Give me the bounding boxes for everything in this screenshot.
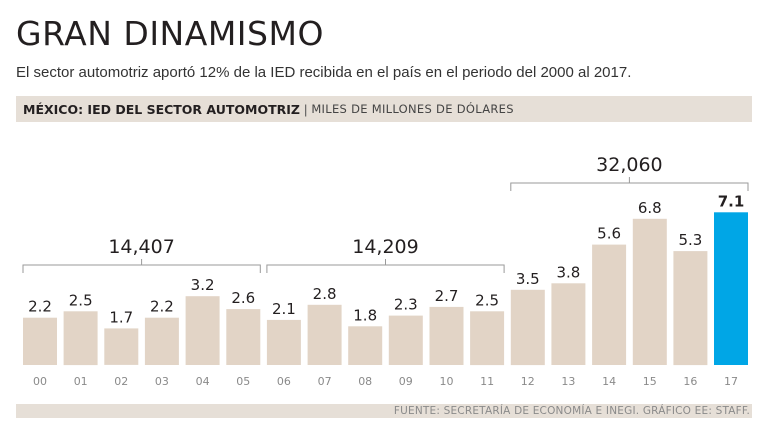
bar-10	[429, 306, 464, 365]
category-label-13: 13	[561, 375, 575, 388]
footer-band	[16, 404, 752, 418]
group-total-label-2: 32,060	[596, 154, 662, 176]
value-label-03: 2.2	[150, 298, 174, 316]
chart-header-band: MÉXICO: IED DEL SECTOR AUTOMOTRIZ | MILE…	[16, 96, 752, 122]
value-label-04: 3.2	[191, 276, 215, 294]
category-label-02: 02	[114, 375, 128, 388]
category-label-17: 17	[724, 375, 738, 388]
source-note: FUENTE: SECRETARÍA DE ECONOMÍA E INEGI. …	[393, 405, 750, 417]
category-label-10: 10	[440, 375, 454, 388]
bar-06	[266, 319, 301, 365]
value-label-13: 3.8	[556, 263, 580, 281]
group-bracket-2	[510, 177, 749, 191]
bar-04	[185, 296, 220, 365]
category-label-15: 15	[643, 375, 657, 388]
category-label-09: 09	[399, 375, 413, 388]
category-label-01: 01	[74, 375, 88, 388]
bar-13	[551, 283, 586, 365]
category-label-14: 14	[602, 375, 616, 388]
value-label-08: 1.8	[353, 306, 377, 324]
chart-title: GRAN DINAMISMO	[16, 14, 324, 53]
category-label-11: 11	[480, 375, 494, 388]
bar-00	[23, 317, 57, 365]
chart-unit-label: MILES DE MILLONES DE DÓLARES	[311, 102, 514, 116]
category-label-07: 07	[318, 375, 332, 388]
bar-01	[63, 311, 98, 366]
category-label-04: 04	[196, 375, 210, 388]
bar-02	[104, 328, 139, 365]
bar-15	[632, 218, 667, 365]
value-label-14: 5.6	[597, 225, 621, 243]
value-label-17: 7.1	[718, 192, 745, 210]
group-bracket-0	[22, 259, 261, 273]
value-label-02: 1.7	[109, 308, 133, 326]
bar-07	[307, 304, 342, 365]
category-label-03: 03	[155, 375, 169, 388]
value-label-10: 2.7	[435, 287, 459, 305]
value-label-00: 2.2	[28, 298, 52, 316]
bar-08	[348, 326, 383, 365]
group-total-label-1: 14,209	[352, 236, 418, 258]
chart-subtitle: El sector automotriz aportó 12% de la IE…	[16, 64, 632, 81]
value-label-15: 6.8	[638, 199, 662, 217]
bar-12	[510, 289, 545, 366]
bar-03	[144, 317, 179, 365]
bar-09	[388, 315, 423, 365]
category-label-16: 16	[683, 375, 697, 388]
group-bracket-1	[266, 259, 505, 273]
category-label-06: 06	[277, 375, 291, 388]
bar-17	[714, 212, 748, 365]
bar-11	[470, 311, 505, 366]
value-label-07: 2.8	[313, 285, 337, 303]
value-label-01: 2.5	[69, 291, 93, 309]
band-separator: |	[303, 101, 308, 117]
value-label-05: 2.6	[231, 289, 255, 307]
value-label-16: 5.3	[678, 231, 702, 249]
category-label-12: 12	[521, 375, 535, 388]
bar-chart: 2.2 00 2.5 01 1.7 02 2.2 03 3.2 04 2.6 05 2.1 06 2.8 07…	[22, 154, 749, 388]
category-label-05: 05	[236, 375, 250, 388]
category-label-08: 08	[358, 375, 372, 388]
value-label-12: 3.5	[516, 270, 540, 288]
value-label-06: 2.1	[272, 300, 296, 318]
bar-05	[226, 309, 261, 365]
value-label-09: 2.3	[394, 296, 418, 314]
bar-16	[673, 251, 708, 366]
bar-14	[592, 244, 627, 365]
value-label-11: 2.5	[475, 291, 499, 309]
chart-series-title: MÉXICO: IED DEL SECTOR AUTOMOTRIZ	[23, 101, 300, 117]
category-label-00: 00	[33, 375, 47, 388]
group-total-label-0: 14,407	[108, 236, 174, 258]
